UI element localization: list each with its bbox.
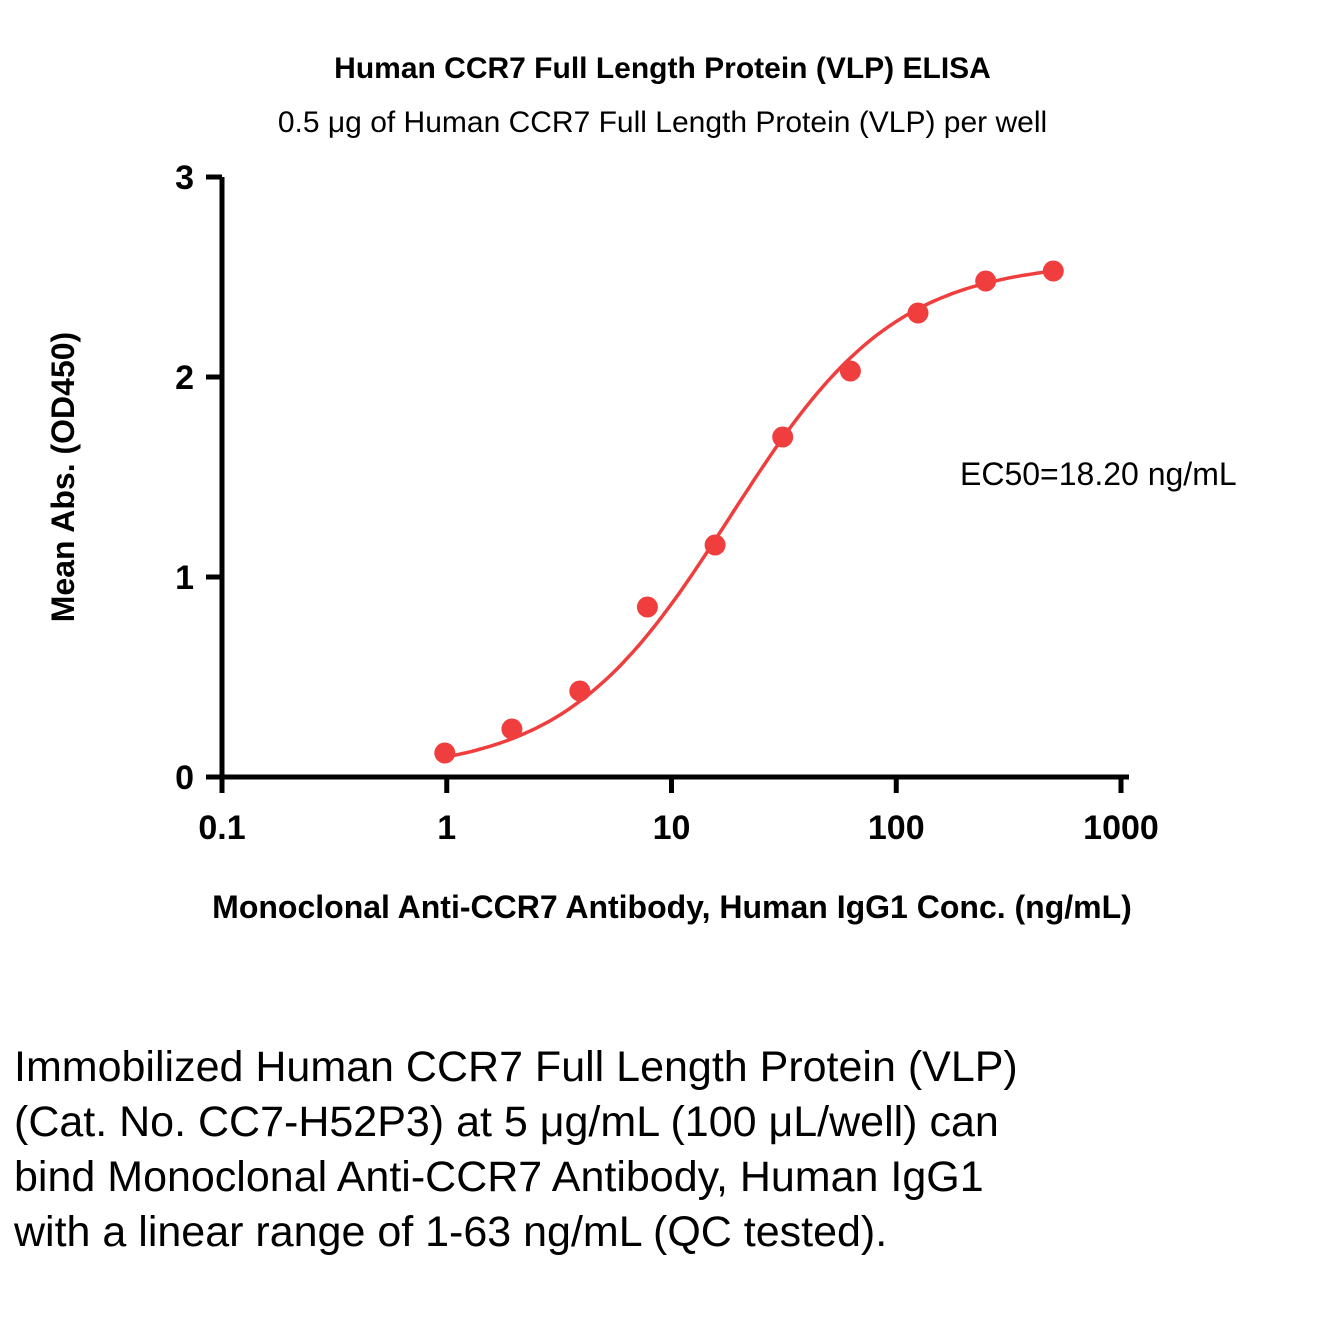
data-point (907, 302, 929, 324)
x-axis-label: Monoclonal Anti-CCR7 Antibody, Human IgG… (212, 889, 1132, 925)
data-point (839, 360, 861, 382)
data-point (569, 680, 591, 702)
x-tick-label: 10 (653, 809, 691, 847)
data-point (704, 534, 726, 556)
figure-caption: Immobilized Human CCR7 Full Length Prote… (14, 1043, 1018, 1256)
data-point (772, 426, 794, 448)
elisa-chart-svg: 0.1 1 10 100 1000 0 1 2 3 Mean Abs. (OD450) Mono… (45, 160, 1237, 925)
x-tick-label: 1000 (1083, 809, 1159, 847)
x-tick-label: 100 (868, 809, 925, 847)
data-point (636, 596, 658, 618)
fit-curve (444, 269, 1054, 759)
y-axis-label: Mean Abs. (OD450) (45, 332, 81, 622)
y-tick-label: 3 (175, 160, 194, 197)
chart-title: Human CCR7 Full Length Protein (VLP) ELI… (334, 52, 991, 85)
x-tick-label: 0.1 (198, 809, 245, 847)
x-tick-label: 1 (437, 809, 456, 847)
data-point (1042, 260, 1064, 282)
plot-area: 0.1 1 10 100 1000 0 1 2 3 (175, 160, 1159, 847)
data-point (501, 718, 523, 740)
data-point (975, 270, 997, 292)
y-tick-label: 0 (175, 759, 194, 797)
ec50-annotation: EC50=18.20 ng/mL (960, 456, 1237, 492)
y-tick-label: 1 (175, 559, 194, 597)
y-tick-label: 2 (175, 359, 194, 397)
data-point (434, 742, 456, 764)
chart-subtitle: 0.5 μg of Human CCR7 Full Length Protein… (277, 106, 1048, 139)
